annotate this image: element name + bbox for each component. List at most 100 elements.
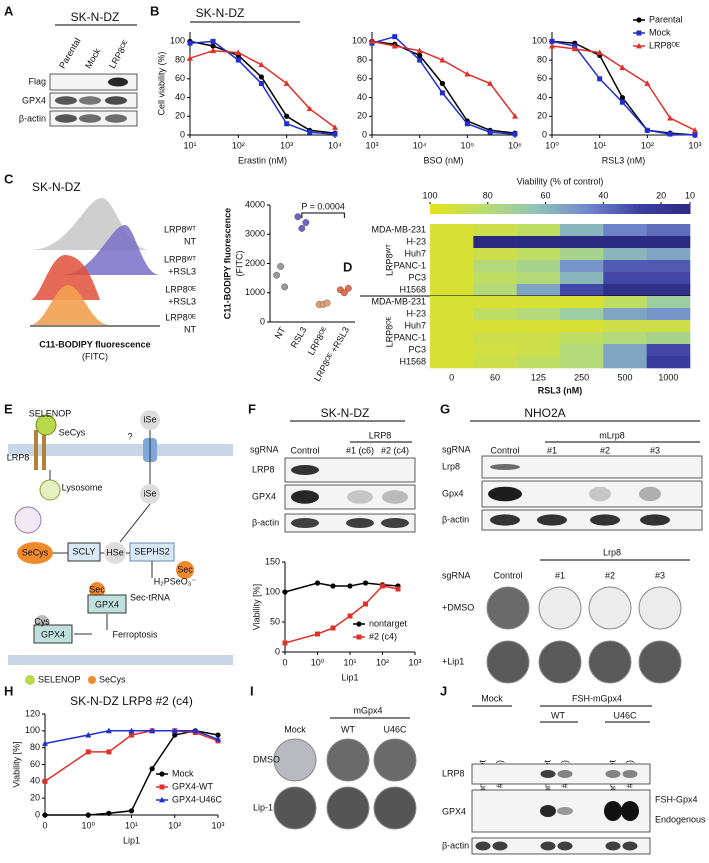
- colorbar-slice: [590, 204, 596, 214]
- enzyme-box: [87, 594, 127, 614]
- point: [636, 30, 642, 36]
- colorbar-slice: [477, 204, 483, 214]
- hse-circle: [104, 542, 126, 564]
- point: [235, 57, 241, 63]
- significance-bracket: [301, 212, 345, 218]
- heat-cell: [603, 284, 647, 297]
- colony-well: [273, 786, 317, 830]
- x-tick-label: 10²: [641, 140, 654, 150]
- point: [667, 131, 673, 137]
- point: [42, 778, 48, 784]
- histograms: [30, 198, 160, 325]
- heat-cell: [473, 296, 517, 309]
- point: [619, 99, 625, 105]
- histogram-label: LRP8ᵂᵀ: [164, 224, 196, 234]
- row-label: PANC-1: [394, 260, 426, 270]
- band: [537, 514, 567, 526]
- band: [346, 517, 374, 529]
- x-tick-label: 0: [282, 657, 287, 667]
- x-tick-label: 250: [574, 372, 589, 382]
- x-axis-label: Lip1: [341, 672, 358, 682]
- legend-label: GPX4-U46C: [172, 794, 223, 804]
- heat-cell: [646, 356, 691, 369]
- panel-letter: C: [4, 171, 14, 186]
- x-tick-label: 10¹: [593, 140, 606, 150]
- heat-cell: [516, 260, 561, 273]
- y-tick-label: 60: [30, 759, 40, 769]
- y-tick-label: 120: [25, 708, 40, 718]
- point: [391, 42, 398, 49]
- band-label: Endogenous: [655, 814, 706, 824]
- colorbar-slice: [620, 204, 626, 214]
- heat-cell: [516, 356, 561, 369]
- point: [667, 114, 674, 121]
- chart-title: SK-N-DZ LRP8 #2 (c4): [70, 694, 193, 708]
- histogram-label: LRP8ᵂᵀ: [164, 254, 196, 264]
- lane-label: Control: [490, 445, 519, 455]
- y-tick-label: 0: [260, 316, 265, 326]
- diagram-label: Sec-tRNA: [130, 592, 170, 602]
- x-axis-label: Erastin (nM): [238, 155, 287, 165]
- point: [332, 131, 338, 137]
- band: [381, 517, 409, 529]
- band: [622, 841, 638, 851]
- y-tick-label: 0: [542, 129, 547, 139]
- heat-cell: [430, 224, 474, 237]
- point: [487, 80, 494, 86]
- group-label: mGpx4: [353, 705, 382, 715]
- heat-cell: [603, 296, 647, 309]
- heat-cell: [603, 224, 647, 237]
- point: [215, 736, 221, 742]
- y-tick-label: 0: [35, 809, 40, 819]
- point: [159, 796, 165, 803]
- x-tick-label: 10⁴: [413, 140, 427, 150]
- heat-cell: [473, 224, 517, 237]
- band: [55, 96, 77, 105]
- band: [79, 96, 101, 105]
- row-label: β-actin: [442, 840, 469, 850]
- point: [149, 727, 156, 734]
- point: [128, 727, 135, 734]
- point: [258, 74, 264, 80]
- legend-label: nontarget: [369, 618, 408, 628]
- x-axis-label: RSL3 (nM): [602, 155, 646, 165]
- y-tick-label: 3000: [245, 229, 265, 239]
- colony-well: [486, 640, 530, 684]
- colorbar-slice: [655, 204, 661, 214]
- diagram-label: LRP8: [7, 452, 30, 462]
- heat-cell: [473, 332, 517, 345]
- heat-cell: [516, 308, 561, 321]
- point: [314, 580, 321, 586]
- x-axis-label: Lip1: [123, 835, 140, 845]
- x-tick-label: 10⁰: [81, 820, 95, 830]
- heat-cell: [646, 236, 691, 249]
- colorbar-slice: [490, 204, 496, 214]
- heat-cell: [560, 260, 604, 273]
- point: [85, 812, 91, 818]
- point: [344, 284, 352, 292]
- band: [622, 770, 638, 778]
- colony-well: [326, 738, 370, 782]
- sgrna-label: sgRNA: [442, 444, 471, 454]
- colorbar-tick-label: 100: [422, 190, 437, 200]
- panel-letter: D: [343, 259, 352, 274]
- heat-cell: [603, 236, 647, 249]
- lane-label: Parental: [57, 36, 82, 70]
- lane-label: #3: [655, 570, 665, 580]
- pathway-diagram: [8, 410, 233, 685]
- colorbar-slice: [638, 204, 643, 214]
- heat-cell: [430, 260, 474, 273]
- band: [639, 486, 661, 502]
- row-label: MDA-MB-231: [371, 224, 426, 234]
- y-tick-label: 0: [362, 129, 367, 139]
- group-label: WT: [551, 710, 565, 720]
- heat-cell: [516, 248, 561, 261]
- ise-circle: [140, 484, 160, 504]
- y-axis-label: Viability [%]: [11, 741, 21, 787]
- point: [172, 732, 178, 738]
- band: [540, 841, 556, 851]
- diagram-label: H₂PSeO₃⁻: [154, 576, 197, 586]
- band: [291, 465, 319, 475]
- lane-label: #2 (c4): [381, 445, 409, 455]
- heat-cell: [603, 308, 647, 321]
